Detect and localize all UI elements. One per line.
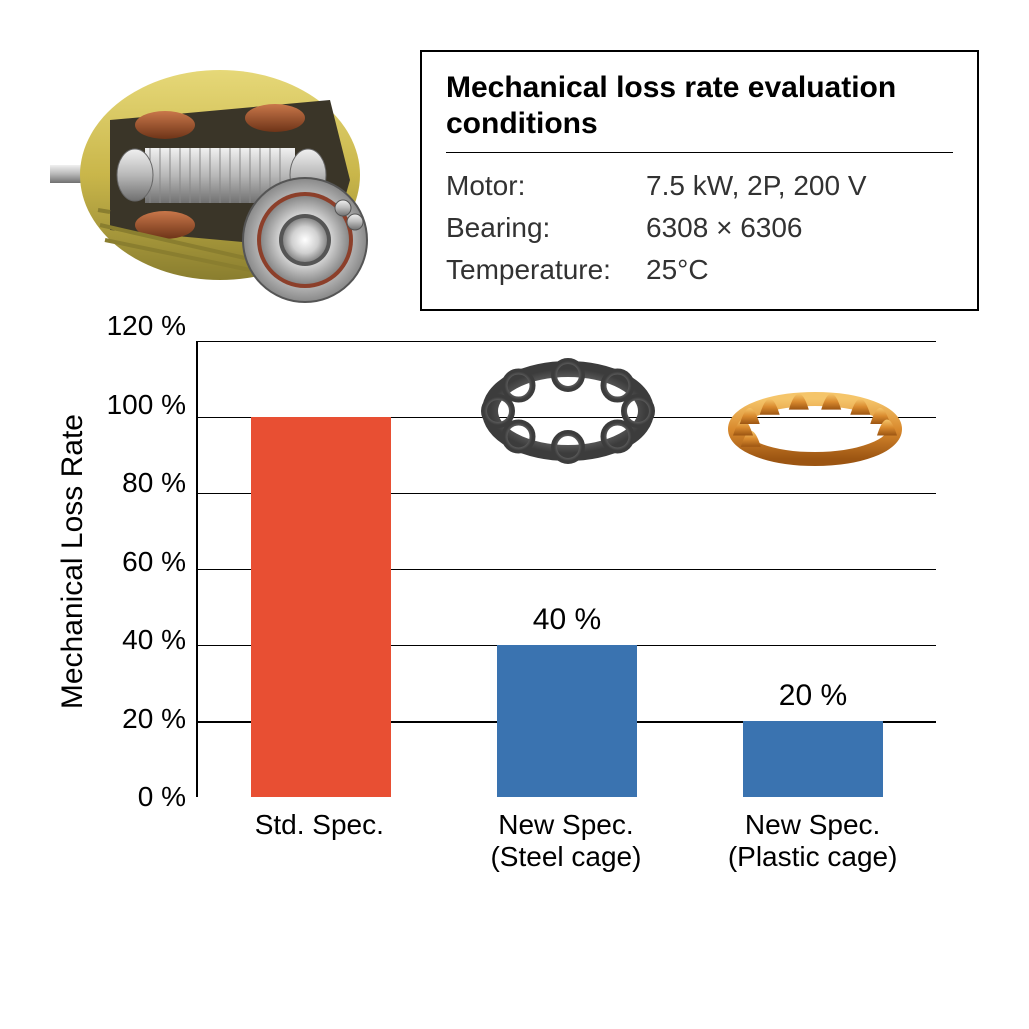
- loss-rate-chart: Mechanical Loss Rate 0 % 20 % 40 % 60 % …: [50, 341, 979, 873]
- conditions-label: Temperature:: [446, 249, 646, 291]
- bar: [251, 417, 391, 797]
- conditions-row: Bearing: 6308 × 6306: [446, 207, 953, 249]
- conditions-label: Bearing:: [446, 207, 646, 249]
- conditions-value: 25°C: [646, 249, 953, 291]
- conditions-value: 7.5 kW, 2P, 200 V: [646, 165, 953, 207]
- bar-value-label: 20 %: [779, 679, 847, 713]
- motor-cutaway-illustration: [50, 40, 390, 310]
- conditions-panel: Mechanical loss rate evaluation conditio…: [420, 50, 979, 311]
- bar: [497, 645, 637, 797]
- conditions-value: 6308 × 6306: [646, 207, 953, 249]
- x-label: New Spec. (Steel cage): [443, 809, 690, 873]
- bar: [743, 721, 883, 797]
- conditions-label: Motor:: [446, 165, 646, 207]
- conditions-row: Motor: 7.5 kW, 2P, 200 V: [446, 165, 953, 207]
- x-label: Std. Spec.: [196, 809, 443, 873]
- bar-group: [198, 341, 444, 797]
- y-axis-ticks: 0 % 20 % 40 % 60 % 80 % 100 % 120 %: [96, 326, 196, 782]
- chart-grid: 40 % 20 %: [196, 341, 936, 797]
- y-axis-label: Mechanical Loss Rate: [50, 414, 96, 709]
- bar-group: 20 %: [690, 341, 936, 797]
- plot-area: 40 % 20 % Std. Spec. New Spec. (Steel cag…: [196, 341, 936, 873]
- x-axis-labels: Std. Spec. New Spec. (Steel cage) New Sp…: [196, 809, 936, 873]
- conditions-title: Mechanical loss rate evaluation conditio…: [446, 70, 953, 153]
- conditions-row: Temperature: 25°C: [446, 249, 953, 291]
- bar-value-label: 40 %: [533, 603, 601, 637]
- x-label: New Spec. (Plastic cage): [689, 809, 936, 873]
- bar-group: 40 %: [444, 341, 690, 797]
